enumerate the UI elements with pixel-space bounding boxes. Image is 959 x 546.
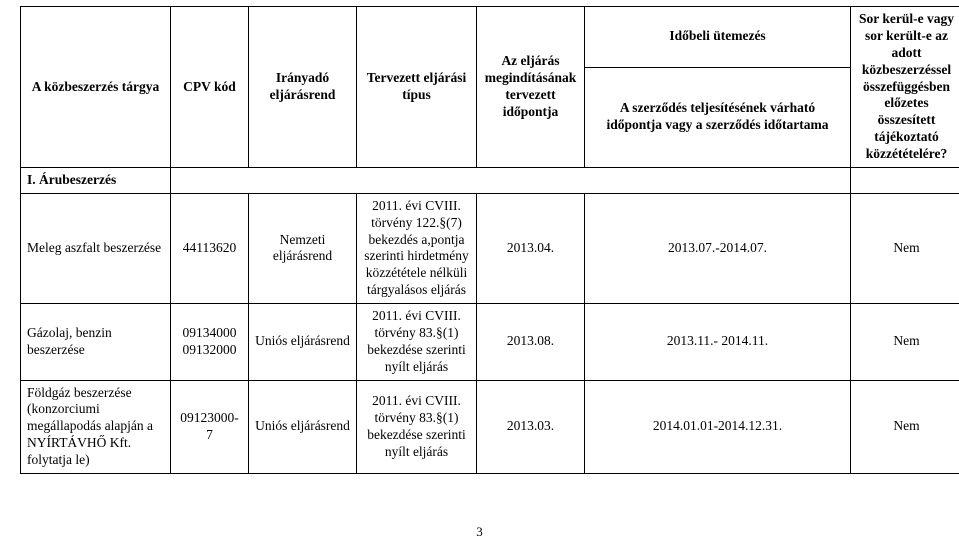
cell-type: 2011. évi CVIII. törvény 122.§(7) bekezd…: [357, 193, 477, 303]
col-header-contract-duration: A szerződés teljesítésének várható időpo…: [585, 67, 851, 167]
section-spacer: [171, 167, 851, 193]
cell-type: 2011. évi CVIII. törvény 83.§(1) bekezdé…: [357, 304, 477, 381]
col-header-cpv: CPV kód: [171, 7, 249, 168]
section-row: I. Árubeszerzés: [21, 167, 959, 193]
section-label: I. Árubeszerzés: [21, 167, 171, 193]
cell-order: Uniós eljárásrend: [249, 380, 357, 473]
procurement-table: A közbeszerzés tárgya CPV kód Irányadó e…: [20, 6, 959, 474]
section-end-cell: [851, 167, 959, 193]
cell-cpv: 09134000 09132000: [171, 304, 249, 381]
cell-subject: Meleg aszfalt beszerzése: [21, 193, 171, 303]
cell-start: 2013.03.: [477, 380, 585, 473]
table-row: Meleg aszfalt beszerzése 44113620 Nemzet…: [21, 193, 959, 303]
table-row: Gázolaj, benzin beszerzése 09134000 0913…: [21, 304, 959, 381]
col-header-schedule-group: Időbeli ütemezés: [585, 7, 851, 68]
cell-duration: 2014.01.01-2014.12.31.: [585, 380, 851, 473]
cell-order: Uniós eljárásrend: [249, 304, 357, 381]
col-header-procedure-order: Irányadó eljárásrend: [249, 7, 357, 168]
col-header-prior-notice: Sor kerül-e vagy sor került-e az adott k…: [851, 7, 959, 168]
cell-notice: Nem: [851, 380, 959, 473]
cell-notice: Nem: [851, 193, 959, 303]
cell-subject: Gázolaj, benzin beszerzése: [21, 304, 171, 381]
cell-start: 2013.08.: [477, 304, 585, 381]
page: A közbeszerzés tárgya CPV kód Irányadó e…: [0, 0, 959, 546]
cell-notice: Nem: [851, 304, 959, 381]
cell-cpv: 09123000-7: [171, 380, 249, 473]
cell-duration: 2013.11.- 2014.11.: [585, 304, 851, 381]
cell-subject: Földgáz beszerzése (konzorciumi megállap…: [21, 380, 171, 473]
col-header-subject: A közbeszerzés tárgya: [21, 7, 171, 168]
table-row: Földgáz beszerzése (konzorciumi megállap…: [21, 380, 959, 473]
page-number: 3: [0, 524, 959, 540]
header-row-1: A közbeszerzés tárgya CPV kód Irányadó e…: [21, 7, 959, 68]
cell-order: Nemzeti eljárásrend: [249, 193, 357, 303]
cell-cpv: 44113620: [171, 193, 249, 303]
col-header-start-date: Az eljárás megindításának tervezett időp…: [477, 7, 585, 168]
cell-start: 2013.04.: [477, 193, 585, 303]
cell-duration: 2013.07.-2014.07.: [585, 193, 851, 303]
cell-type: 2011. évi CVIII. törvény 83.§(1) bekezdé…: [357, 380, 477, 473]
col-header-procedure-type: Tervezett eljárási típus: [357, 7, 477, 168]
